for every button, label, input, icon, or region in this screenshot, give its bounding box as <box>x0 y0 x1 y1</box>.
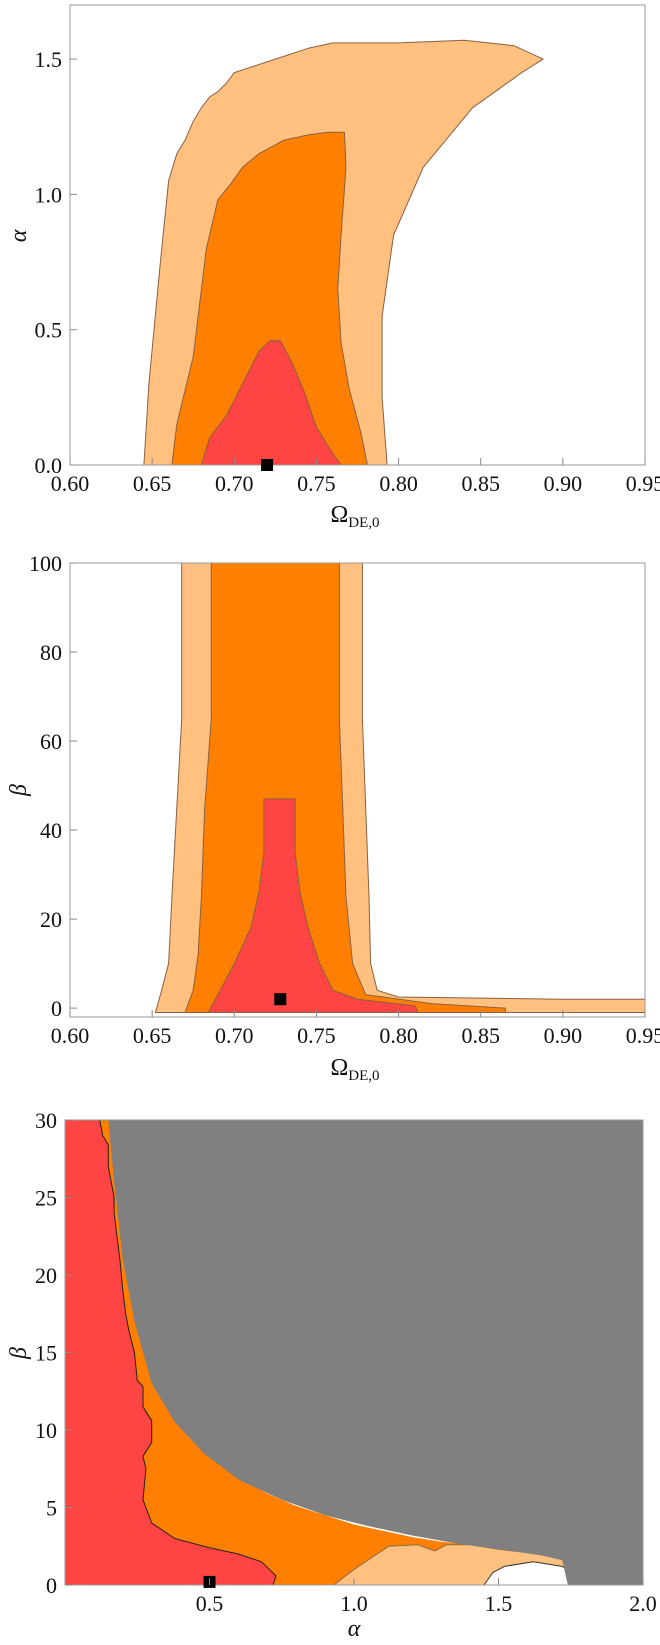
panel-3-x-ticks: 0.5 1.0 1.5 2.0 <box>196 1578 657 1616</box>
panel-3-y-tick-label: 30 <box>35 1108 57 1133</box>
panel-1-y-tick-label: 1.5 <box>35 47 63 72</box>
panel-1-x-tick-label: 0.85 <box>461 471 500 496</box>
panel-3-x-axis-label: α <box>348 1616 361 1642</box>
panel-2-x-tick-label: 0.70 <box>215 1023 254 1048</box>
panel-1-x-tick-label: 0.75 <box>297 471 336 496</box>
panel-3-y-ticks: 0 5 10 15 20 25 30 <box>35 1108 72 1598</box>
panel-1-y-axis-label: α <box>6 229 32 242</box>
panel-1-x-tick-label: 0.90 <box>544 471 583 496</box>
panel-1: 0.60 0.65 0.70 0.75 0.80 0.85 0.90 0.95 0.0 0.5 1… <box>6 4 660 531</box>
panel-3-region-orange-base <box>65 1120 643 1585</box>
panel-2-x-axis-label-sub: DE,0 <box>348 1068 379 1084</box>
panel-1-y-tick-label: 0.5 <box>35 318 63 343</box>
panel-3-y-tick-label: 20 <box>35 1263 57 1288</box>
panel-1-x-ticks: 0.60 0.65 0.70 0.75 0.80 0.85 0.90 0.95 <box>51 458 660 496</box>
panel-3-y-tick-label: 10 <box>35 1418 57 1443</box>
panel-1-region-middle <box>171 131 368 466</box>
panel-2-best-fit-marker <box>274 993 287 1006</box>
panel-2-x-tick-label: 0.90 <box>544 1023 583 1048</box>
panel-2-y-tick-label: 60 <box>40 729 62 754</box>
panel-2-x-axis-label: ΩDE,0 <box>330 1055 379 1084</box>
panel-1-region-inner <box>200 340 342 466</box>
panel-1-x-tick-label: 0.80 <box>379 471 418 496</box>
panel-2-regions <box>154 562 646 1013</box>
panel-2-x-tick-label: 0.95 <box>626 1023 660 1048</box>
panel-3-x-tick-label: 2.0 <box>629 1591 657 1616</box>
panel-3-regions <box>64 1119 644 1586</box>
panel-1-x-tick-label: 0.95 <box>626 471 660 496</box>
panel-3-y-tick-label: 15 <box>35 1341 57 1366</box>
panel-3: 0.5 1.0 1.5 2.0 0 5 10 15 20 25 30 α β <box>6 1108 657 1642</box>
panel-2-y-tick-label: 100 <box>29 551 62 576</box>
panel-3-x-tick-label: 0.5 <box>196 1591 224 1616</box>
panel-2-x-tick-label: 0.85 <box>461 1023 500 1048</box>
panel-3-y-tick-label: 5 <box>46 1496 57 1521</box>
panel-3-y-tick-label: 25 <box>35 1186 57 1211</box>
panel-3-y-axis-label: β <box>6 1347 32 1360</box>
panel-1-y-tick-label: 1.0 <box>35 182 63 207</box>
panel-2-x-ticks: 0.60 0.65 0.70 0.75 0.80 0.85 0.90 0.95 <box>51 1010 660 1048</box>
panel-2-y-tick-label: 20 <box>40 907 62 932</box>
panel-3-y-tick-label: 0 <box>46 1573 57 1598</box>
panel-2-frame <box>69 562 646 1018</box>
panel-1-x-tick-label: 0.70 <box>215 471 254 496</box>
panel-3-region-inner <box>64 1119 277 1586</box>
panel-2-y-ticks: 0 20 40 60 80 100 <box>29 551 77 1021</box>
panel-1-x-axis-label: ΩDE,0 <box>330 502 379 531</box>
panel-2-region-inner <box>207 798 419 1013</box>
panel-3-x-tick-label: 1.0 <box>340 1591 368 1616</box>
panel-1-best-fit-marker <box>261 459 274 471</box>
panel-1-regions <box>143 39 544 466</box>
panel-2: 0.60 0.65 0.70 0.75 0.80 0.85 0.90 0.95 0 20 40 60… <box>6 551 660 1084</box>
panel-1-y-ticks: 0.0 0.5 1.0 1.5 <box>35 47 77 478</box>
panel-2-y-tick-label: 0 <box>51 996 62 1021</box>
panel-2-y-axis-label: β <box>6 784 32 797</box>
panel-1-x-tick-label: 0.65 <box>133 471 172 496</box>
panel-1-x-axis-label-sub: DE,0 <box>348 515 379 531</box>
panel-2-y-tick-label: 40 <box>40 818 62 843</box>
panel-2-x-tick-label: 0.65 <box>133 1023 172 1048</box>
panel-2-x-tick-label: 0.75 <box>297 1023 336 1048</box>
panel-1-frame <box>69 4 646 466</box>
panel-2-y-tick-label: 80 <box>40 640 62 665</box>
panel-1-y-tick-label: 0.0 <box>35 453 63 478</box>
panel-3-x-tick-label: 1.5 <box>485 1591 513 1616</box>
panel-2-x-tick-label: 0.80 <box>379 1023 418 1048</box>
panel-1-x-axis-label-main: Ω <box>330 502 348 528</box>
panel-2-x-axis-label-main: Ω <box>330 1055 348 1081</box>
panel-2-x-tick-label: 0.60 <box>51 1023 90 1048</box>
panel-1-x-tick-label: 0.60 <box>51 471 90 496</box>
panel-3-region-grey <box>108 1120 644 1585</box>
